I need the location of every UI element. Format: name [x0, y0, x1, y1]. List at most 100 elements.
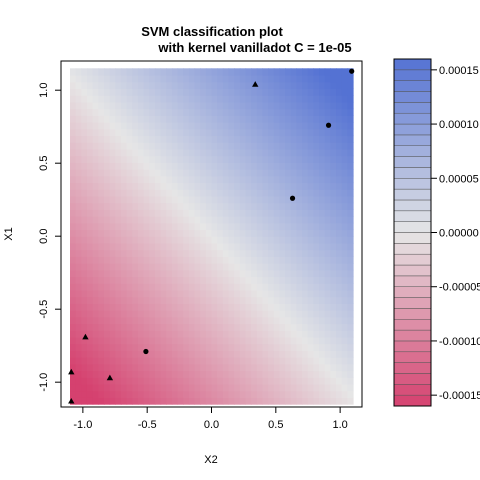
heat-cell — [154, 189, 162, 197]
heat-cell — [115, 310, 122, 318]
heat-cell — [239, 128, 247, 137]
heat-cell — [245, 397, 252, 405]
heat-cell — [256, 195, 264, 204]
heat-cell — [188, 128, 196, 137]
heat-cell — [234, 222, 241, 231]
heat-cell — [154, 135, 162, 143]
heat-cell — [154, 216, 162, 224]
heat-cell — [188, 310, 196, 318]
heat-cell — [120, 363, 128, 372]
heat-cell — [177, 363, 184, 372]
heat-cell — [336, 216, 343, 224]
heat-cell — [324, 222, 331, 231]
heat-cell — [86, 81, 94, 90]
heat-cell — [81, 155, 88, 163]
heat-cell — [92, 122, 99, 130]
heat-cell — [132, 81, 139, 90]
heat-cell — [262, 169, 269, 177]
heat-cell — [273, 289, 281, 298]
heat-cell — [188, 175, 196, 184]
heat-cell — [268, 88, 275, 96]
heat-cell — [217, 249, 224, 257]
heat-cell — [234, 189, 241, 197]
heat-cell — [273, 276, 281, 284]
heat-cell — [154, 95, 162, 103]
heat-cell — [336, 75, 343, 83]
heat-cell — [222, 249, 230, 257]
heat-cell — [120, 390, 128, 398]
heat-cell — [251, 370, 258, 378]
heat-cell — [200, 289, 207, 298]
heat-cell — [177, 289, 184, 298]
heat-cell — [268, 289, 275, 298]
heat-cell — [319, 377, 326, 385]
colorbar-level — [393, 264, 432, 277]
heat-cell — [126, 357, 133, 365]
heat-cell — [245, 269, 252, 278]
heat-cell — [166, 115, 173, 123]
heat-cell — [109, 229, 116, 237]
heat-cell — [188, 236, 196, 244]
heat-cell — [222, 162, 230, 170]
heat-cell — [154, 343, 162, 351]
heat-cell — [347, 263, 354, 271]
heat-cell — [222, 363, 230, 372]
heat-cell — [234, 263, 241, 271]
heat-cell — [137, 377, 145, 385]
heat-cell — [120, 182, 128, 190]
heat-cell — [296, 135, 303, 143]
heat-cell — [251, 316, 258, 325]
heat-cell — [166, 323, 173, 331]
heat-cell — [109, 135, 116, 143]
heat-cell — [109, 175, 116, 184]
heat-cell — [92, 175, 99, 184]
heat-cell — [81, 128, 88, 137]
heat-cell — [245, 249, 252, 257]
heat-cell — [115, 95, 122, 103]
heat-cell — [103, 68, 111, 76]
heat-cell — [103, 289, 111, 298]
heat-cell — [290, 68, 297, 76]
heat-cell — [347, 363, 354, 372]
heat-cell — [92, 370, 99, 378]
heat-cell — [103, 189, 111, 197]
heat-cell — [86, 169, 94, 177]
heat-cell — [70, 289, 77, 298]
heat-cell — [285, 330, 292, 338]
heat-cell — [290, 236, 297, 244]
heat-cell — [115, 276, 122, 284]
heat-cell — [296, 202, 303, 210]
heat-cell — [296, 343, 303, 351]
heat-cell — [268, 75, 275, 83]
heat-cell — [115, 135, 122, 143]
colorbar-level — [393, 221, 432, 233]
heat-cell — [273, 135, 281, 143]
heat-cell — [81, 350, 88, 358]
heat-cell — [256, 209, 264, 217]
heat-cell — [120, 101, 128, 110]
heat-cell — [194, 182, 201, 190]
heat-cell — [92, 283, 99, 291]
heat-cell — [126, 263, 133, 271]
heat-cell — [324, 128, 331, 137]
heat-cell — [92, 330, 99, 338]
heat-cell — [211, 350, 218, 358]
heat-cell — [86, 209, 94, 217]
heat-cell — [268, 363, 275, 372]
heat-cell — [239, 236, 247, 244]
heat-cell — [222, 289, 230, 298]
heat-cell — [137, 148, 145, 157]
heat-cell — [302, 296, 309, 304]
y-tick-label: 1.0 — [38, 83, 50, 98]
heat-cell — [149, 101, 156, 110]
heat-cell — [245, 81, 252, 90]
heat-cell — [171, 296, 179, 304]
heat-cell — [160, 222, 167, 231]
heat-cell — [183, 316, 190, 325]
heat-cell — [262, 330, 269, 338]
heat-cell — [92, 256, 99, 264]
heat-cell — [222, 88, 230, 96]
heat-cell — [188, 88, 196, 96]
y-tick-label: 0.0 — [38, 229, 50, 244]
heat-cell — [70, 115, 77, 123]
